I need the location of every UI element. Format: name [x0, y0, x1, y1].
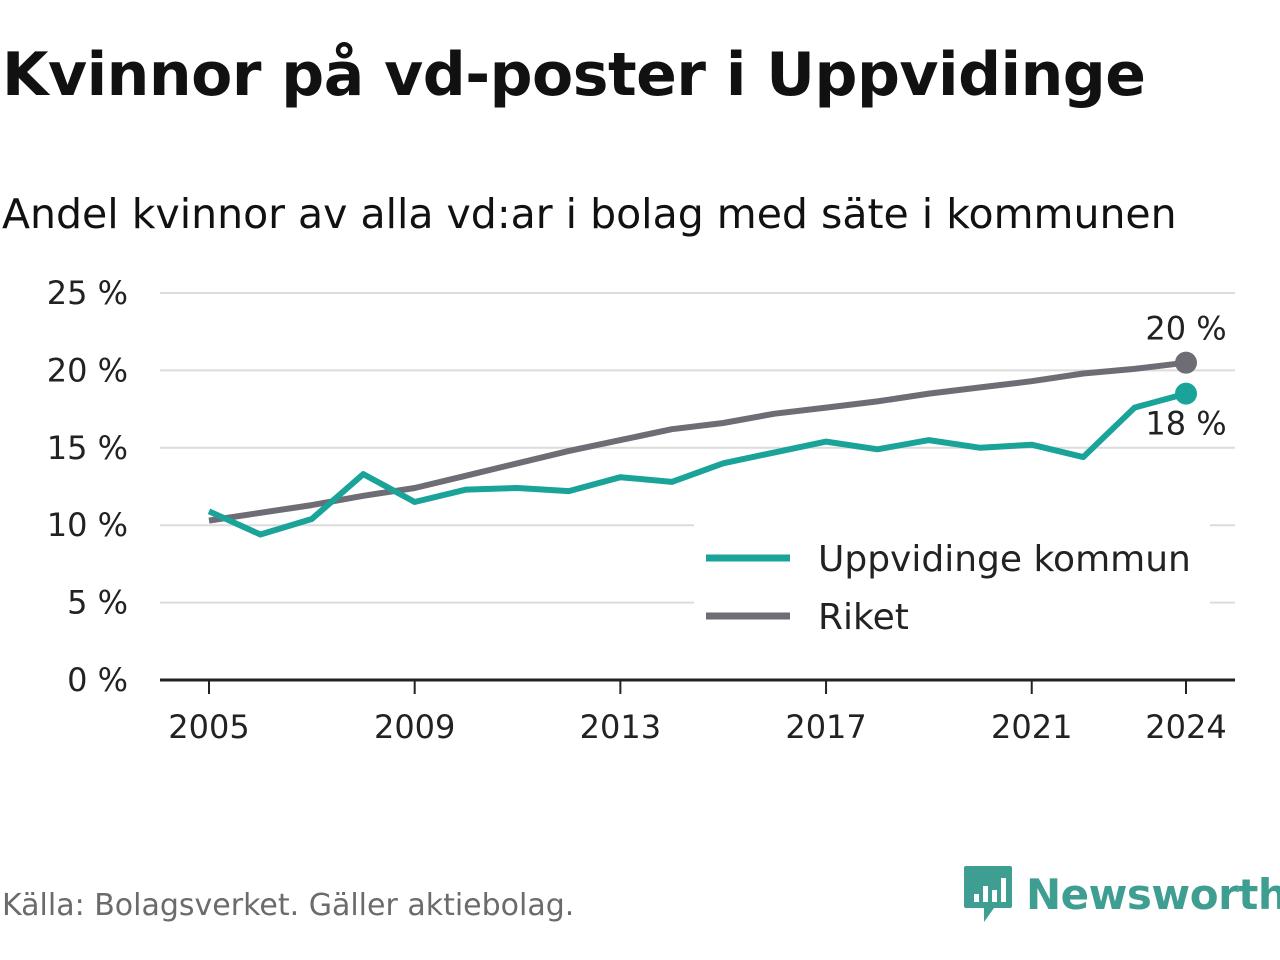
end-labels: 20 % 18 % — [1145, 310, 1226, 443]
end-point-uppvidinge-kommun — [1175, 382, 1197, 405]
legend-label: Uppvidinge kommun — [818, 539, 1191, 580]
legend-background — [694, 523, 1210, 651]
x-tick-label: 2024 — [1145, 708, 1226, 746]
line-chart: 0 % 5 % 10 % 15 % 20 % 25 % 2005 2009 2013 2017 20… — [47, 274, 1235, 746]
series-line-riket — [208, 359, 1187, 524]
chart-subtitle: Andel kvinnor av alla vd:ar i bolag med … — [2, 190, 1177, 238]
x-tick-label: 2005 — [168, 708, 249, 746]
y-tick-label: 5 % — [67, 584, 128, 622]
end-point-riket — [1175, 351, 1197, 374]
y-tick-label: 0 % — [67, 661, 128, 699]
brand-name: Newsworthy — [1026, 869, 1280, 919]
y-tick-label: 10 % — [47, 506, 128, 544]
x-tick-label: 2013 — [580, 708, 661, 746]
end-label-riket: 20 % — [1145, 310, 1226, 348]
end-label-uppvidinge: 18 % — [1145, 405, 1226, 443]
x-tick-label: 2009 — [374, 708, 455, 746]
legend-label: Riket — [818, 597, 909, 638]
y-tick-label: 25 % — [47, 274, 128, 312]
x-tick-label: 2021 — [991, 708, 1072, 746]
source-note: Källa: Bolagsverket. Gäller aktiebolag. — [2, 888, 575, 923]
chart-title: Kvinnor på vd-poster i Uppvidinge — [2, 40, 1146, 110]
brand-logo: Newsworthy — [962, 864, 1280, 924]
series-lines — [207, 351, 1197, 538]
axes: 0 % 5 % 10 % 15 % 20 % 25 % 2005 2009 2013 2017 20… — [47, 274, 1235, 746]
y-tick-label: 15 % — [47, 429, 128, 467]
newsworthy-logo-icon — [964, 866, 1012, 922]
y-tick-label: 20 % — [47, 351, 128, 389]
x-tick-label: 2017 — [785, 708, 866, 746]
series-line-uppvidinge-kommun — [207, 390, 1187, 538]
legend: Uppvidinge kommun Riket — [694, 523, 1210, 651]
